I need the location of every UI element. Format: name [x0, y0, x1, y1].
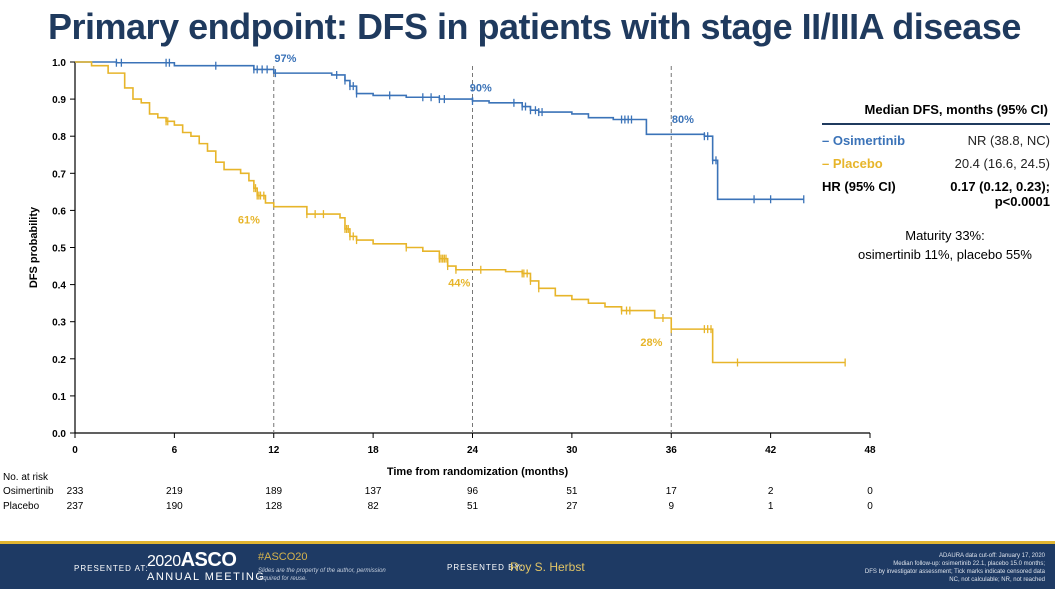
risk-cell: 27: [566, 501, 578, 512]
risk-table-header: No. at risk: [3, 472, 49, 483]
risk-cell: 9: [668, 501, 675, 512]
logo-year: 2020: [147, 553, 181, 570]
y-tick-label: 0.3: [52, 318, 66, 329]
slides-note: Slides are the property of the author, p…: [258, 568, 386, 582]
legend-label-osimertinib: – Osimertinib: [822, 133, 906, 148]
x-tick-label: 6: [172, 445, 178, 456]
presented-at-label: PRESENTED AT:: [74, 564, 149, 573]
x-tick-label: 30: [566, 445, 578, 456]
median-dfs-legend: Median DFS, months (95% CI) – Osimertini…: [822, 98, 1050, 209]
maturity-note: Maturity 33%: osimertinib 11%, placebo 5…: [840, 226, 1050, 264]
risk-cell: 137: [364, 486, 382, 497]
slide-title: Primary endpoint: DFS in patients with s…: [48, 6, 1021, 47]
y-tick-label: 0.5: [52, 244, 66, 255]
legend-value-osimertinib: NR (38.8, NC): [967, 133, 1050, 148]
legend-row-osimertinib: – Osimertinib NR (38.8, NC): [822, 133, 1050, 148]
annotation-label: 80%: [672, 114, 694, 126]
risk-row-name-placebo: Placebo: [3, 501, 40, 512]
y-tick-label: 0.1: [52, 392, 66, 403]
footnote-line: Median follow-up: osimertinib 22.1, plac…: [893, 561, 1045, 567]
y-tick-label: 0.7: [52, 169, 66, 180]
maturity-line-2: osimertinib 11%, placebo 55%: [858, 247, 1032, 262]
annotation-label: 97%: [274, 53, 296, 65]
risk-cell: 82: [367, 501, 379, 512]
asco-logo: 2020ASCO: [147, 549, 237, 572]
footnotes: ADAURA data cut-off: January 17, 2020 Me…: [845, 552, 1045, 584]
logo-text: ASCO: [180, 549, 237, 571]
risk-cell: 17: [665, 486, 677, 497]
x-tick-label: 12: [268, 445, 280, 456]
risk-cell: 51: [466, 501, 479, 512]
risk-row-name-osimertinib: Osimertinib: [3, 486, 54, 497]
x-tick-label: 0: [72, 445, 78, 456]
annual-meeting-label: ANNUAL MEETING: [147, 571, 266, 583]
legend-label-placebo: – Placebo: [822, 156, 883, 171]
x-tick-label: 18: [368, 445, 380, 456]
km-curve-placebo: [75, 61, 846, 364]
y-tick-label: 0.4: [52, 281, 66, 292]
maturity-line-1: Maturity 33%:: [905, 228, 985, 243]
y-tick-label: 0.6: [52, 206, 66, 217]
x-tick-label: 24: [467, 445, 479, 456]
y-tick-label: 1.0: [52, 58, 66, 69]
legend-value-hr: 0.17 (0.12, 0.23); p<0.0001: [950, 179, 1050, 209]
annotation-label: 90%: [470, 83, 492, 95]
risk-cell: 237: [66, 501, 84, 512]
annotation-label: 28%: [640, 337, 662, 349]
legend-label-hr: HR (95% CI): [822, 179, 896, 194]
annotation-label: 44%: [448, 277, 470, 289]
risk-table: No. at risk Osimertinib Placebo 233 219 18…: [0, 472, 1055, 518]
footer-bar: PRESENTED AT: 2020ASCO ANNUAL MEETING #A…: [0, 541, 1055, 589]
presented-by-label: PRESENTED BY:: [447, 563, 524, 572]
footnote-line: DFS by investigator assessment; Tick mar…: [864, 569, 1045, 575]
risk-cell: 233: [66, 486, 84, 497]
risk-cell: 190: [166, 501, 183, 512]
risk-cell: 219: [166, 486, 183, 497]
x-axis-label: Time from randomization (months): [387, 466, 569, 478]
legend-row-hr: HR (95% CI) 0.17 (0.12, 0.23); p<0.0001: [822, 179, 1050, 209]
km-curve-osimertinib: [75, 61, 804, 201]
y-tick-label: 0.0: [52, 429, 66, 440]
legend-row-placebo: – Placebo 20.4 (16.6, 24.5): [822, 156, 1050, 171]
risk-cell: 0: [867, 501, 873, 512]
y-tick-label: 0.9: [52, 95, 66, 106]
footnote-line: NC, not calculable; NR, not reached: [949, 577, 1045, 583]
risk-cell: 2: [767, 486, 774, 497]
presenter-name: Roy S. Herbst: [510, 560, 585, 574]
y-tick-label: 0.2: [52, 355, 66, 366]
x-tick-label: 48: [864, 445, 876, 456]
hr-value: 0.17 (0.12, 0.23);: [950, 179, 1050, 194]
risk-cell: 189: [265, 486, 283, 497]
risk-cell: 128: [265, 501, 283, 512]
y-tick-label: 0.8: [52, 132, 66, 143]
legend-header: Median DFS, months (95% CI): [822, 98, 1050, 125]
x-tick-label: 36: [666, 445, 678, 456]
annotation-label: 61%: [238, 214, 260, 226]
risk-cell: 96: [466, 486, 479, 497]
p-value: p<0.0001: [994, 194, 1050, 209]
x-tick-label: 42: [765, 445, 777, 456]
risk-cell: 1: [767, 501, 774, 512]
risk-cell: 0: [867, 486, 873, 497]
footnote-line: ADAURA data cut-off: January 17, 2020: [939, 553, 1045, 559]
hashtag: #ASCO20: [258, 551, 308, 563]
risk-cell: 51: [566, 486, 578, 497]
legend-value-placebo: 20.4 (16.6, 24.5): [954, 156, 1050, 171]
y-axis-label: DFS probability: [28, 206, 40, 288]
